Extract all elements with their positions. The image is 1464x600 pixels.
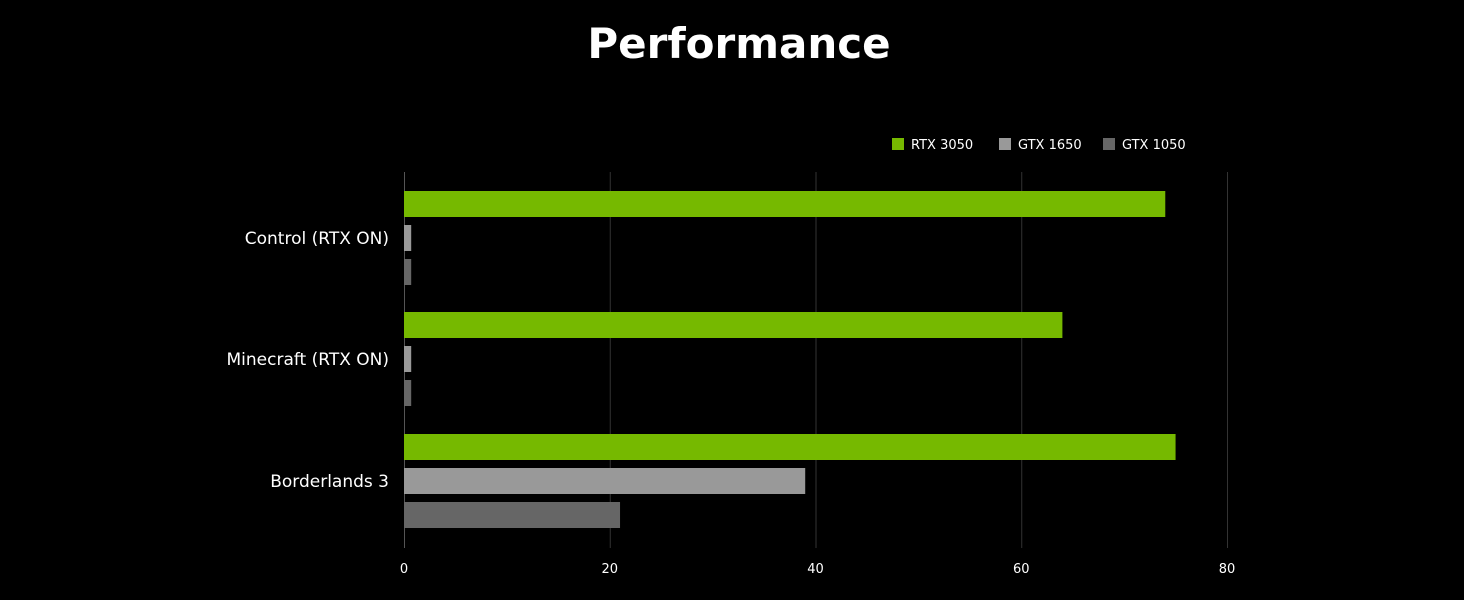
legend-swatch-gtx-1650 <box>999 138 1011 150</box>
category-label: Borderlands 3 <box>270 472 389 492</box>
x-tick-label: 60 <box>1013 562 1030 577</box>
legend-swatch-rtx-3050 <box>892 138 904 150</box>
legend-label: GTX 1050 <box>1122 138 1186 153</box>
category-label: Minecraft (RTX ON) <box>226 350 389 370</box>
chart-legend: RTX 3050 GTX 1650 GTX 1050 <box>892 138 1186 153</box>
x-tick-label: 0 <box>400 562 408 577</box>
legend-label: RTX 3050 <box>911 138 973 153</box>
legend-label: GTX 1650 <box>1018 138 1082 153</box>
bar-gtx-1650-2 <box>404 468 806 494</box>
bar-gtx-1650-1 <box>404 346 412 372</box>
bar-gtx-1050-1 <box>404 380 412 406</box>
category-labels: Control (RTX ON) Minecraft (RTX ON) Border… <box>226 229 389 492</box>
category-label: Control (RTX ON) <box>245 229 389 249</box>
chart-bars <box>404 191 1176 528</box>
chart-title: Performance <box>587 19 890 68</box>
x-tick-label: 20 <box>601 562 618 577</box>
bar-gtx-1050-0 <box>404 259 412 285</box>
x-axis-ticks: 0 20 40 60 80 <box>400 562 1235 577</box>
bar-rtx-3050-1 <box>404 312 1063 338</box>
bar-gtx-1650-0 <box>404 225 412 251</box>
bar-gtx-1050-2 <box>404 502 621 528</box>
x-tick-label: 40 <box>807 562 824 577</box>
legend-swatch-gtx-1050 <box>1103 138 1115 150</box>
bar-rtx-3050-0 <box>404 191 1166 217</box>
x-tick-label: 80 <box>1219 562 1236 577</box>
bar-rtx-3050-2 <box>404 434 1176 460</box>
